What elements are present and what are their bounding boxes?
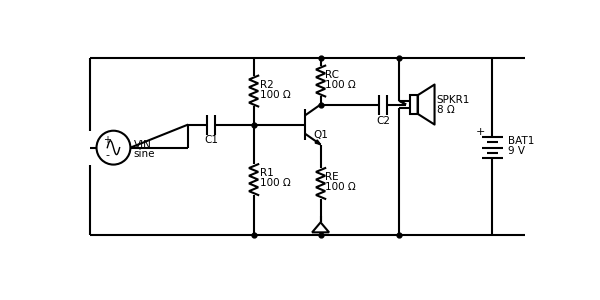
Text: BAT1: BAT1 (508, 136, 534, 146)
Text: RC: RC (325, 70, 339, 80)
Text: C2: C2 (376, 116, 390, 127)
Text: C1: C1 (204, 135, 218, 145)
Text: 100 Ω: 100 Ω (325, 80, 356, 90)
Text: sine: sine (133, 149, 155, 159)
Text: 9 V: 9 V (508, 146, 525, 157)
Text: 100 Ω: 100 Ω (325, 182, 356, 192)
Text: 100 Ω: 100 Ω (260, 90, 290, 100)
Text: VIN: VIN (133, 140, 151, 150)
Text: R1: R1 (260, 168, 274, 178)
Text: +: + (475, 127, 485, 137)
Bar (410, 95, 418, 114)
Text: SPKR1: SPKR1 (437, 95, 470, 105)
Polygon shape (315, 140, 320, 145)
Text: +: + (103, 135, 112, 145)
Text: Q1: Q1 (313, 130, 328, 140)
Text: -: - (106, 150, 109, 160)
Text: R2: R2 (260, 80, 274, 90)
Text: RE: RE (325, 172, 339, 182)
Text: 8 Ω: 8 Ω (437, 105, 455, 115)
Text: 100 Ω: 100 Ω (260, 178, 290, 188)
